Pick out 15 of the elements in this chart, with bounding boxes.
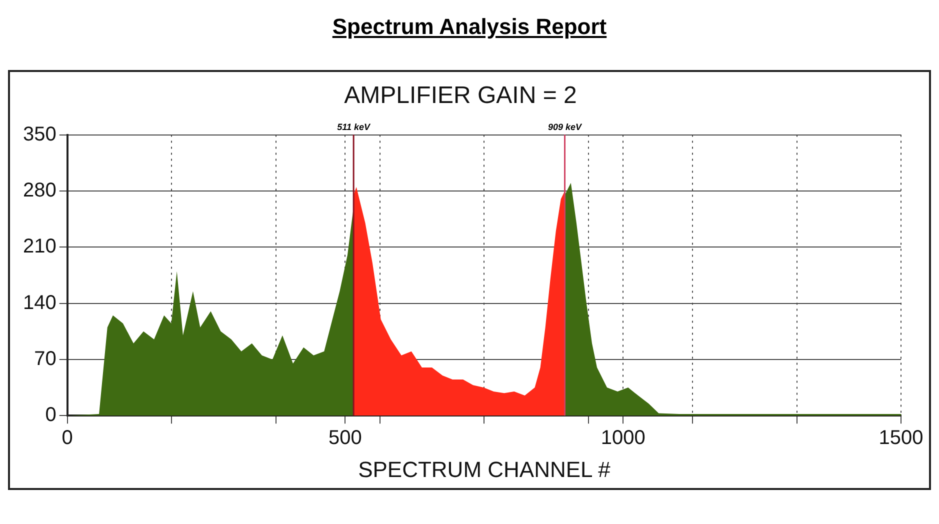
x-tick-label: 1000 — [600, 427, 646, 450]
y-tick-label: 140 — [22, 292, 56, 314]
ref-line-label: 511 keV — [337, 122, 372, 132]
y-tick-label: 350 — [22, 123, 56, 146]
chart-subtitle: AMPLIFIER GAIN = 2 — [344, 82, 577, 110]
y-tick-label: 280 — [22, 179, 56, 202]
chart-title: Spectrum Analysis Report — [331, 14, 608, 40]
y-tick-label: 210 — [22, 236, 56, 258]
y-tick-label: 70 — [34, 348, 56, 370]
x-tick-label: 0 — [62, 427, 73, 450]
x-tick-label: 1500 — [878, 427, 924, 450]
x-tick-label: 500 — [328, 427, 362, 450]
ref-line-label: 909 keV — [548, 122, 583, 132]
y-tick-label: 0 — [45, 404, 56, 426]
x-axis-title: SPECTRUM CHANNEL # — [358, 456, 612, 482]
